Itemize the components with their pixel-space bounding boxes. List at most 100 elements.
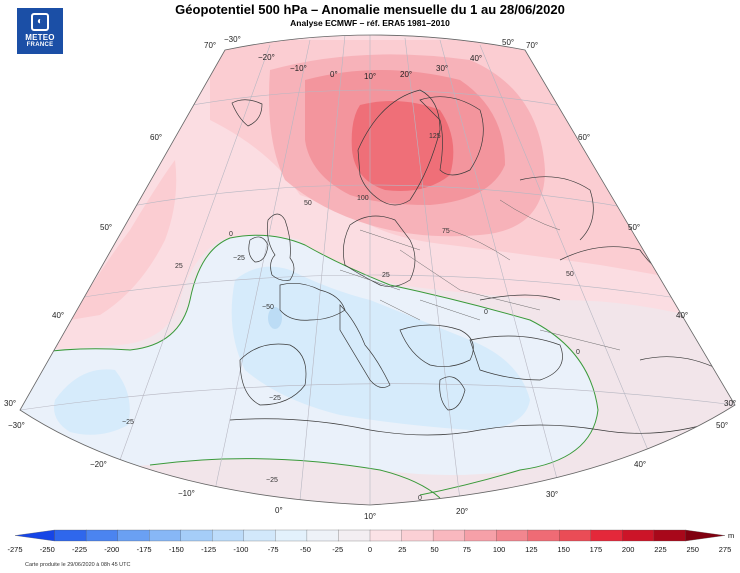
- lon-label: −30°: [224, 35, 241, 44]
- logo-emblem-icon: ◐: [31, 13, 49, 31]
- contour-label: 100: [357, 195, 369, 202]
- shading-positive-50-west: [70, 160, 177, 320]
- lon-label: 0°: [330, 70, 338, 79]
- colorbar-tick-label: 25: [398, 545, 406, 554]
- colorbar-swatch: [14, 529, 55, 542]
- contour-label: 125: [429, 133, 441, 140]
- colorbar-swatch: [527, 529, 560, 542]
- colorbar-swatch: [590, 529, 623, 542]
- lat-label: 50°: [628, 223, 640, 232]
- colorbar-tick-label: -250: [40, 545, 55, 554]
- lat-label: 50°: [100, 223, 112, 232]
- colorbar-swatch: [54, 529, 87, 542]
- zero-contour-line-south: [149, 458, 441, 499]
- colorbar-tick-label: -175: [137, 545, 152, 554]
- lat-label: 70°: [526, 41, 538, 50]
- meteo-france-logo: ◐ METEO FRANCE: [17, 8, 63, 54]
- contour-label: −25: [266, 477, 278, 484]
- colorbar-swatch: [180, 529, 213, 542]
- lon-label: 20°: [456, 507, 468, 516]
- shading-negative-50-west: [54, 369, 130, 435]
- lon-label: −10°: [290, 64, 307, 73]
- colorbar-swatch: [464, 529, 497, 542]
- colorbar-swatch: [306, 529, 340, 542]
- map-subtitle: Analyse ECMWF – réf. ERA5 1981–2010: [290, 18, 450, 28]
- lat-label: 30°: [724, 399, 736, 408]
- map-frame: [19, 34, 736, 506]
- lon-label: 40°: [634, 460, 646, 469]
- colorbar-tick-label: 250: [686, 545, 699, 554]
- lon-label: 20°: [400, 70, 412, 79]
- lat-label: 40°: [52, 311, 64, 320]
- lon-label: 10°: [364, 512, 376, 521]
- contour-label: 25: [175, 263, 183, 270]
- lon-label: 50°: [502, 38, 514, 47]
- lat-label: 30°: [4, 399, 16, 408]
- colorbar-tick-label: -225: [72, 545, 87, 554]
- colorbar-tick-label: -25: [332, 545, 343, 554]
- colorbar-tick-label: -75: [268, 545, 279, 554]
- colorbar-swatch: [117, 529, 150, 542]
- lon-label: 10°: [364, 72, 376, 81]
- footer-note: Carte produite le 29/06/2020 à 08h 45 UT…: [25, 562, 131, 568]
- colorbar-tick-label: 150: [557, 545, 570, 554]
- lat-label: 70°: [204, 41, 216, 50]
- colorbar-swatch: [149, 529, 182, 542]
- logo-text-line2: FRANCE: [26, 42, 54, 48]
- contour-label: 0: [418, 495, 422, 502]
- colorbar-tick-label: 50: [430, 545, 438, 554]
- colorbar-swatch: [496, 529, 529, 542]
- contour-label: 0: [229, 231, 233, 238]
- lon-label: 40°: [470, 54, 482, 63]
- contour-label: 0: [484, 309, 488, 316]
- lon-label: 0°: [275, 506, 283, 515]
- contour-labels: 100 125 75 50 25 25 50 0 0 0 −25 −25 −25…: [122, 133, 580, 502]
- colorbar-tick-label: -100: [233, 545, 248, 554]
- contour-label: −50: [262, 304, 274, 311]
- colorbar-swatch: [653, 529, 687, 542]
- lat-label: 60°: [578, 133, 590, 142]
- shading-positive-125: [351, 101, 454, 191]
- lon-label: −20°: [258, 53, 275, 62]
- lon-label: −30°: [8, 421, 25, 430]
- colorbar-swatch: [275, 529, 308, 542]
- lon-label: 30°: [546, 490, 558, 499]
- colorbar-swatch: [559, 529, 592, 542]
- colorbar-unit: m: [728, 531, 734, 540]
- colorbar-tick-label: -200: [104, 545, 119, 554]
- contour-label: 25: [382, 272, 390, 279]
- colorbar: -275 -250 -225 -200 -175 -150 -125 -100 -75 -50 -2…: [7, 529, 734, 554]
- lat-label: 60°: [150, 133, 162, 142]
- lon-label: 30°: [436, 64, 448, 73]
- lon-label: −20°: [90, 460, 107, 469]
- colorbar-tick-label: -125: [201, 545, 216, 554]
- colorbar-tick-label: -50: [300, 545, 311, 554]
- longitude-labels: −30° −20° −10° 0° 10° 20° 30° 40° 50° −3…: [8, 35, 728, 521]
- colorbar-swatch: [401, 529, 434, 542]
- colorbar-swatch: [338, 529, 371, 542]
- shading-negative-50: [231, 266, 530, 430]
- contour-label: −25: [269, 395, 281, 402]
- colorbar-swatch: [243, 529, 276, 542]
- lat-label: 40°: [676, 311, 688, 320]
- shading-negative-75: [268, 307, 282, 329]
- logo-text-line1: METEO: [25, 33, 55, 42]
- colorbar-tick-label: -275: [7, 545, 22, 554]
- colorbar-tick-label: 275: [719, 545, 732, 554]
- latitude-labels: 70° 60° 50° 40° 30° 70° 60° 50° 40° 30°: [4, 41, 736, 408]
- colorbar-tick-label: 200: [622, 545, 635, 554]
- map-title: Géopotentiel 500 hPa – Anomalie mensuell…: [175, 2, 565, 17]
- contour-label: 0: [576, 349, 580, 356]
- lon-label: −10°: [178, 489, 195, 498]
- colorbar-swatch: [212, 529, 245, 542]
- colorbar-tick-label: 225: [654, 545, 667, 554]
- colorbar-swatch: [685, 529, 726, 542]
- contour-label: −25: [122, 419, 134, 426]
- colorbar-tick-label: 175: [590, 545, 603, 554]
- lon-label: 50°: [716, 421, 728, 430]
- colorbar-tick-label: 0: [368, 545, 372, 554]
- colorbar-tick-label: 75: [463, 545, 471, 554]
- borders: [339, 199, 621, 351]
- contour-label: 50: [566, 271, 574, 278]
